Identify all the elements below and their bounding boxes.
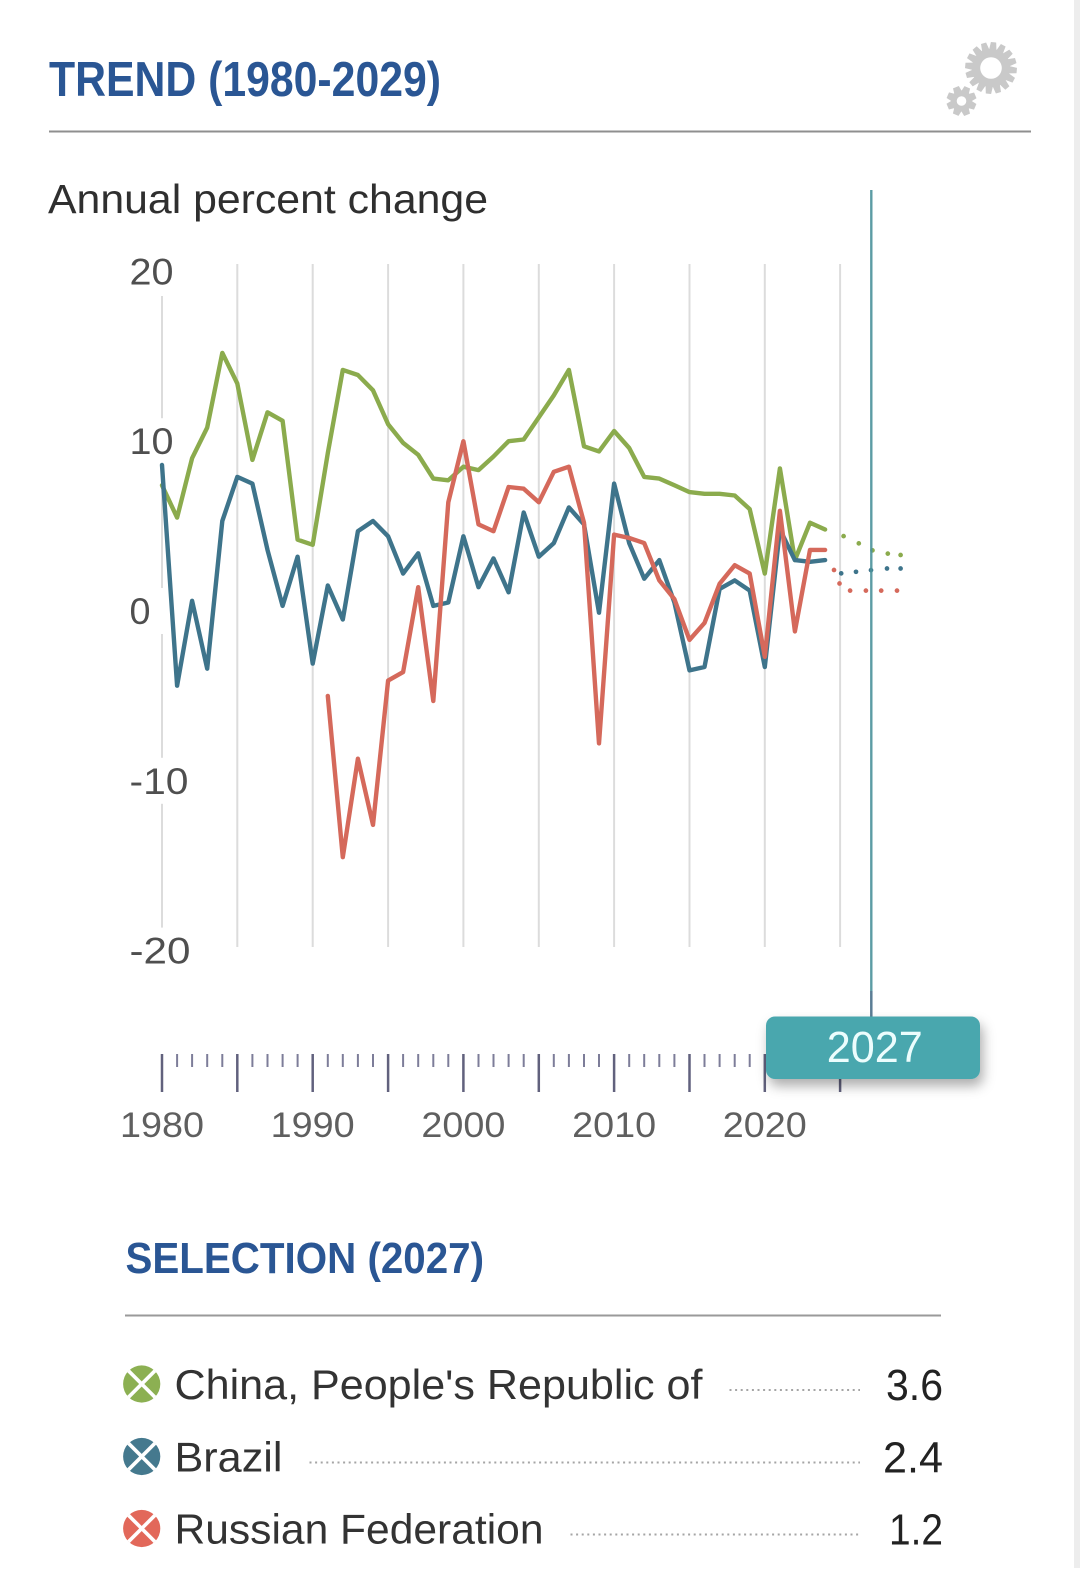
- svg-text:-10: -10: [130, 761, 189, 802]
- svg-text:20: 20: [130, 251, 174, 292]
- svg-text:3.6: 3.6: [886, 1361, 943, 1410]
- svg-text:2027: 2027: [827, 1023, 923, 1072]
- svg-text:2020: 2020: [723, 1106, 807, 1145]
- svg-text:TREND (1980-2029): TREND (1980-2029): [49, 53, 441, 107]
- svg-text:Annual percent change: Annual percent change: [48, 176, 488, 222]
- svg-text:1.2: 1.2: [889, 1506, 943, 1555]
- svg-text:2010: 2010: [572, 1106, 656, 1145]
- svg-text:2000: 2000: [421, 1106, 505, 1145]
- svg-text:Brazil: Brazil: [175, 1434, 283, 1481]
- svg-text:Russian Federation: Russian Federation: [175, 1506, 544, 1553]
- svg-text:0: 0: [130, 591, 151, 632]
- svg-text:1990: 1990: [271, 1106, 355, 1145]
- svg-text:2.4: 2.4: [883, 1434, 943, 1483]
- svg-text:-20: -20: [130, 931, 191, 972]
- svg-text:SELECTION (2027): SELECTION (2027): [126, 1234, 485, 1283]
- svg-text:1980: 1980: [120, 1106, 204, 1145]
- svg-text:10: 10: [130, 421, 174, 462]
- svg-text:China, People's Republic of: China, People's Republic of: [175, 1361, 703, 1408]
